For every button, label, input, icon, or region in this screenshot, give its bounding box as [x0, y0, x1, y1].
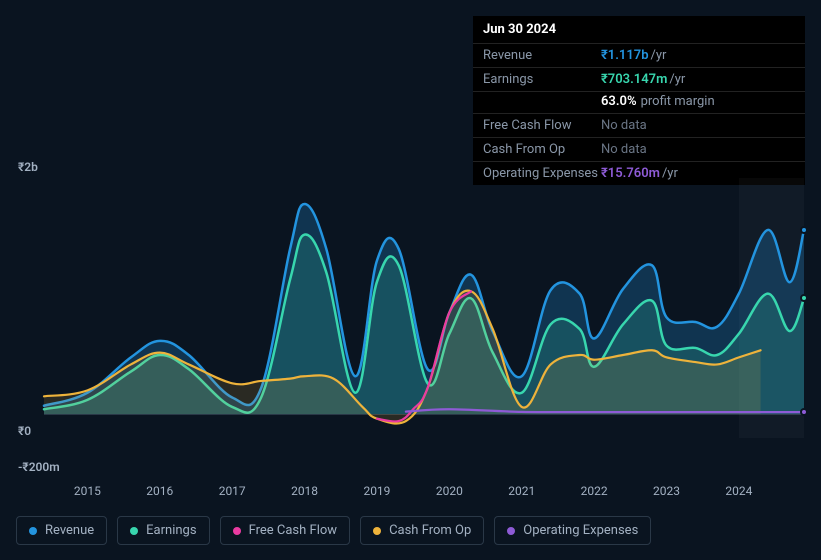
series-end-dot-operating_expenses: [800, 408, 808, 416]
tooltip-submargin: 63.0%profit margin: [473, 92, 805, 114]
y-axis-label: ₹0: [18, 424, 31, 438]
x-axis-tick: 2015: [74, 484, 101, 498]
tooltip-row-label: Earnings: [483, 72, 601, 87]
x-axis-tick: 2022: [581, 484, 608, 498]
legend-dot-icon: [29, 527, 37, 535]
plot-area: [44, 178, 804, 438]
legend: Revenue Earnings Free Cash Flow Cash From O…: [16, 516, 651, 545]
legend-label: Revenue: [45, 523, 94, 538]
x-axis-tick: 2023: [653, 484, 680, 498]
chart-svg: [44, 178, 804, 438]
tooltip-row-value: No data: [601, 118, 795, 133]
tooltip-row-label: Revenue: [483, 48, 601, 63]
tooltip-row: Cash From OpNo data: [473, 138, 805, 162]
x-axis-tick: 2017: [219, 484, 246, 498]
legend-dot-icon: [233, 527, 241, 535]
tooltip-row: Revenue₹1.117b/yr: [473, 44, 805, 68]
x-axis-tick: 2021: [508, 484, 535, 498]
legend-item[interactable]: Revenue: [16, 516, 107, 545]
tooltip-row-label: Cash From Op: [483, 142, 601, 157]
x-axis-tick: 2016: [146, 484, 173, 498]
y-axis-label: ₹2b: [18, 160, 38, 174]
tooltip-row: Earnings₹703.147m/yr: [473, 68, 805, 92]
legend-item[interactable]: Free Cash Flow: [220, 516, 350, 545]
legend-label: Cash From Op: [389, 523, 471, 538]
legend-label: Operating Expenses: [523, 523, 638, 538]
legend-dot-icon: [130, 527, 138, 535]
x-axis-tick: 2024: [725, 484, 752, 498]
series-end-dot-earnings: [800, 294, 808, 302]
legend-dot-icon: [507, 527, 515, 535]
chart: ₹2b ₹0 -₹200m: [16, 160, 805, 480]
y-axis-label: -₹200m: [18, 460, 60, 474]
tooltip-date: Jun 30 2024: [473, 16, 805, 44]
tooltip-row-value: ₹703.147m/yr: [601, 72, 795, 87]
x-axis-tick: 2018: [291, 484, 318, 498]
x-axis-tick: 2019: [363, 484, 390, 498]
tooltip-row: Free Cash FlowNo data: [473, 114, 805, 138]
legend-item[interactable]: Operating Expenses: [494, 516, 651, 545]
x-axis: 2015 2016 2017 2018 2019 2020 2021 2022 2023 2024: [44, 484, 804, 502]
legend-item[interactable]: Cash From Op: [360, 516, 484, 545]
x-axis-tick: 2020: [436, 484, 463, 498]
tooltip-row-label: Free Cash Flow: [483, 118, 601, 133]
legend-dot-icon: [373, 527, 381, 535]
tooltip-row-value: ₹1.117b/yr: [601, 48, 795, 63]
legend-label: Free Cash Flow: [249, 523, 337, 538]
legend-label: Earnings: [146, 523, 196, 538]
legend-item[interactable]: Earnings: [117, 516, 209, 545]
series-end-dot-revenue: [800, 226, 808, 234]
tooltip-row-value: No data: [601, 142, 795, 157]
